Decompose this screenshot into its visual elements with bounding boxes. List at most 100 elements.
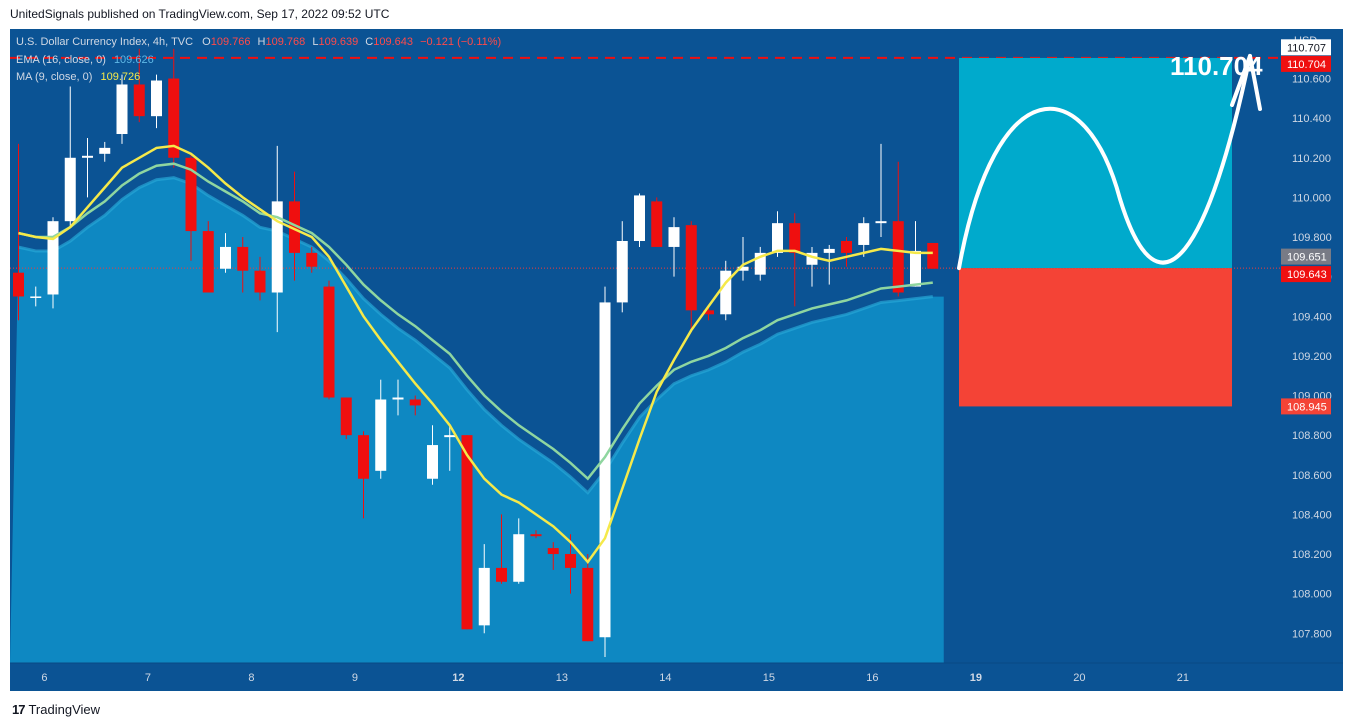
price-tag[interactable]: 108.945	[1281, 398, 1331, 415]
candle[interactable]	[789, 213, 801, 307]
price-tag-background	[1281, 248, 1331, 265]
candle[interactable]	[685, 221, 697, 333]
candle-body	[668, 227, 680, 247]
y-tick-label: 110.400	[1292, 113, 1331, 125]
candle-body	[737, 266, 749, 271]
candle[interactable]	[116, 74, 128, 144]
projected-path-curve[interactable]	[957, 53, 1252, 271]
candle-body	[565, 554, 576, 568]
candle[interactable]	[168, 48, 180, 168]
x-tick-label: 21	[1177, 672, 1189, 684]
x-tick-label: 20	[1073, 672, 1085, 684]
candle[interactable]	[306, 246, 318, 273]
candle[interactable]	[64, 86, 76, 228]
candle[interactable]	[185, 153, 197, 261]
candle[interactable]	[496, 514, 507, 584]
tradingview-logo[interactable]: 17 TradingView	[12, 702, 100, 717]
candle[interactable]	[703, 306, 714, 321]
candle[interactable]	[30, 286, 42, 307]
candle[interactable]	[582, 554, 594, 642]
price-tag[interactable]: 110.707	[1281, 39, 1331, 56]
candle[interactable]	[444, 425, 456, 471]
candle[interactable]	[392, 379, 404, 416]
symbol-name: U.S. Dollar Currency Index, 4h, TVC	[16, 36, 193, 48]
candle[interactable]	[772, 211, 783, 257]
candle[interactable]	[858, 217, 870, 257]
price-chart[interactable]: 110.704 USD 110.600110.400110.200110.000…	[10, 29, 1343, 691]
legend: U.S. Dollar Currency Index, 4h, TVC O109…	[16, 36, 501, 83]
candle[interactable]	[151, 74, 162, 129]
candle-body	[306, 252, 318, 267]
plot-area[interactable]: 110.704	[10, 48, 1280, 663]
target-zone[interactable]	[959, 57, 1232, 269]
candle[interactable]	[651, 197, 663, 247]
price-tag-background	[1281, 266, 1331, 283]
candle[interactable]	[254, 256, 266, 301]
price-tag-label: 110.704	[1287, 59, 1326, 71]
candle[interactable]	[806, 246, 818, 287]
candle[interactable]	[668, 217, 680, 277]
candle[interactable]	[202, 221, 214, 293]
projected-path-arrow-icon	[1230, 53, 1262, 111]
candle[interactable]	[237, 237, 249, 293]
candle[interactable]	[875, 143, 887, 238]
candle[interactable]	[513, 518, 525, 584]
candle-body	[237, 246, 249, 271]
candle-body	[358, 435, 369, 479]
candle[interactable]	[461, 435, 473, 630]
candle[interactable]	[220, 233, 231, 273]
candle-body	[478, 567, 490, 626]
candle[interactable]	[927, 242, 939, 269]
candle[interactable]	[841, 237, 852, 267]
x-tick-label: 15	[763, 672, 775, 684]
stop-zone[interactable]	[959, 268, 1232, 407]
candle-body	[220, 246, 231, 269]
candle[interactable]	[892, 161, 904, 297]
candle[interactable]	[754, 246, 766, 281]
ema-value: 109.626	[114, 54, 154, 66]
y-tick-label: 108.200	[1292, 549, 1332, 561]
candle[interactable]	[340, 397, 352, 440]
price-axis[interactable]: USD 110.600110.400110.200110.000109.8001…	[1280, 29, 1343, 663]
candle[interactable]	[565, 534, 576, 594]
candle[interactable]	[409, 395, 421, 416]
candle[interactable]	[427, 425, 438, 485]
candle-body	[582, 567, 594, 642]
candle[interactable]	[547, 542, 559, 570]
candle[interactable]	[358, 431, 369, 519]
candle-body	[151, 80, 162, 117]
candle[interactable]	[599, 286, 611, 658]
candle[interactable]	[82, 137, 93, 198]
candle[interactable]	[99, 141, 111, 162]
candle[interactable]	[634, 193, 645, 247]
candle[interactable]	[271, 145, 283, 333]
candle-body	[858, 223, 870, 245]
candle-body	[340, 397, 352, 436]
candle[interactable]	[530, 530, 542, 539]
candle[interactable]	[823, 244, 835, 285]
price-tag-label: 108.945	[1287, 401, 1327, 413]
price-tag[interactable]: 109.651	[1281, 248, 1331, 265]
candle[interactable]	[13, 143, 24, 321]
ma-label: MA (9, close, 0)	[16, 71, 92, 83]
candle[interactable]	[323, 280, 335, 400]
candle-body	[547, 548, 559, 555]
candle[interactable]	[478, 544, 490, 634]
candle-body	[47, 221, 59, 295]
y-tick-label: 108.000	[1292, 589, 1332, 601]
candle[interactable]	[720, 260, 732, 321]
candle[interactable]	[375, 379, 387, 479]
y-tick-label: 108.800	[1292, 430, 1332, 442]
candle[interactable]	[737, 237, 749, 281]
candle-body	[323, 286, 335, 398]
ema-label: EMA (16, close, 0)	[16, 54, 106, 66]
candle-body	[875, 221, 887, 224]
time-axis[interactable]: 6 7 8 9 12 13 14 15 16 19 20 21	[10, 662, 1343, 684]
price-axis-background	[1280, 29, 1343, 663]
ma-value: 109.726	[100, 71, 140, 83]
price-tag[interactable]: 109.643	[1281, 266, 1331, 283]
price-tag[interactable]: 110.704	[1281, 55, 1331, 72]
candle[interactable]	[616, 221, 628, 313]
candle[interactable]	[47, 217, 59, 309]
candle[interactable]	[133, 48, 145, 123]
